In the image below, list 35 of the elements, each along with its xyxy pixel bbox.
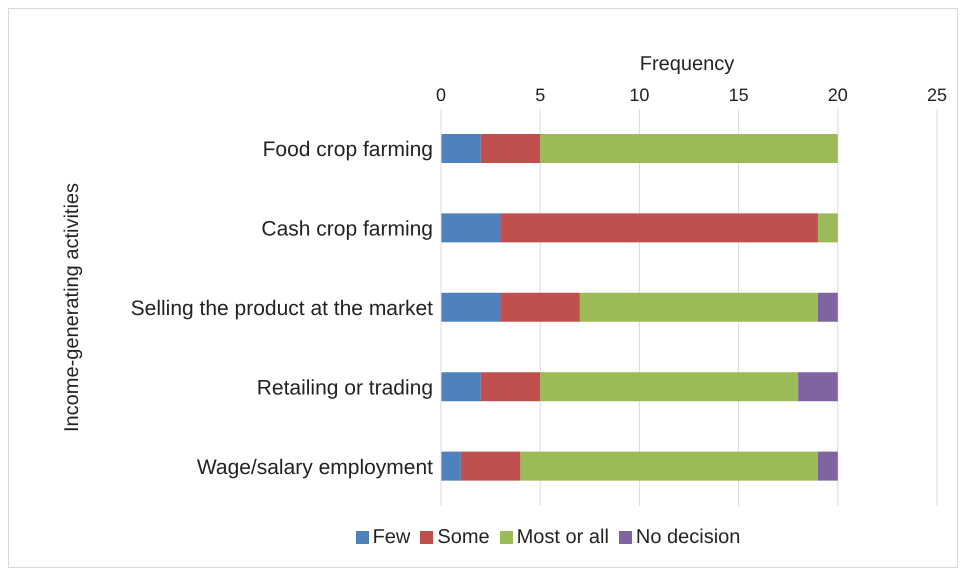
bar — [500, 213, 818, 242]
legend-label: No decision — [636, 526, 740, 548]
legend-label: Most or all — [516, 526, 609, 548]
bar — [540, 134, 838, 163]
bar — [441, 452, 461, 481]
bar — [480, 372, 540, 402]
bar — [540, 372, 798, 402]
x-tick-label: 5 — [535, 85, 546, 105]
y-axis-title: Income-generating activities — [61, 182, 84, 432]
bar — [460, 452, 520, 481]
x-tick-label: 10 — [629, 85, 650, 105]
y-tick-label: Retailing or trading — [256, 376, 433, 400]
bar — [441, 213, 501, 242]
bar — [520, 452, 818, 481]
y-tick-label: Selling the product at the market — [130, 296, 434, 320]
legend-label: Few — [372, 526, 410, 548]
bar — [818, 213, 838, 242]
y-tick-label: Cash crop farming — [261, 218, 433, 241]
x-tick-label: 15 — [728, 85, 749, 105]
bar — [580, 292, 818, 322]
bar — [480, 134, 540, 163]
legend-label: Some — [437, 526, 490, 548]
bar — [798, 372, 838, 402]
x-tick-label: 20 — [828, 85, 848, 105]
bar — [818, 292, 838, 322]
bar — [441, 134, 481, 163]
bar — [441, 372, 481, 402]
x-tick-label: 25 — [926, 85, 948, 105]
bar — [441, 292, 501, 322]
y-tick-label: Wage/salary employment — [196, 456, 434, 479]
x-axis-title: Frequency — [638, 53, 736, 77]
bar — [500, 292, 580, 322]
x-tick-label: 0 — [436, 85, 446, 105]
bar — [818, 452, 838, 481]
y-tick-label: Food crop farming — [262, 138, 433, 162]
